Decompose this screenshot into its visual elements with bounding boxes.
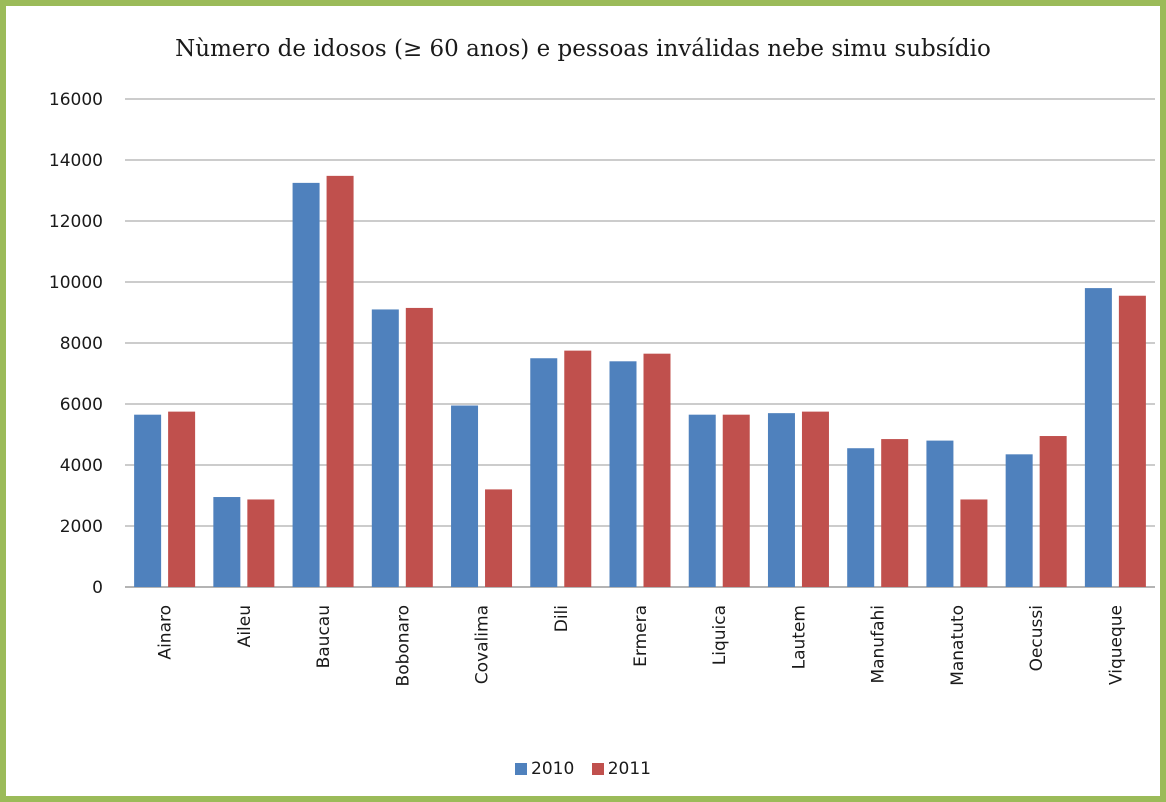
legend-label-2011: 2011	[607, 759, 651, 779]
bar-2010-oecussi	[1005, 454, 1033, 587]
y-tick-label: 8000	[60, 334, 103, 354]
bar-2011-baucau	[326, 175, 354, 588]
bar-2010-ainaro	[134, 414, 162, 587]
bar-2010-manufahi	[847, 448, 875, 587]
legend: 2010 2011	[0, 759, 1166, 779]
x-category-label: Liquica	[710, 605, 730, 665]
bar-2011-oecussi	[1039, 436, 1067, 587]
bar-2011-dili	[564, 350, 592, 587]
legend-label-2010: 2010	[531, 759, 575, 779]
x-category-label: Manatuto	[948, 605, 968, 686]
y-tick-label: 12000	[49, 212, 103, 232]
bar-2010-viqueque	[1084, 288, 1112, 587]
bar-2011-lautem	[801, 411, 829, 587]
bar-2011-ainaro	[168, 411, 196, 587]
bar-2010-baucau	[292, 182, 320, 587]
y-axis-ticks: 0 2000 4000 6000 8000 10000 12000 14000 16000	[49, 90, 103, 598]
x-category-label: Bobonaro	[393, 605, 413, 686]
bar-2011-bobonaro	[405, 307, 433, 587]
bar-2010-dili	[530, 358, 558, 587]
bar-2011-manatuto	[960, 499, 988, 587]
y-tick-label: 4000	[60, 456, 103, 476]
y-tick-label: 0	[92, 578, 103, 598]
x-category-label: Covalima	[473, 605, 493, 684]
x-category-label: Lautem	[789, 605, 809, 669]
bar-2010-lautem	[767, 413, 795, 587]
y-tick-label: 10000	[49, 273, 103, 293]
bar-2010-aileu	[213, 497, 241, 587]
legend-item-2010: 2010	[515, 759, 574, 779]
legend-item-2011: 2011	[591, 759, 651, 779]
bar-2010-ermera	[609, 361, 637, 587]
x-category-label: Dili	[552, 605, 572, 632]
x-category-label: Aileu	[235, 605, 255, 647]
x-category-label: Ermera	[631, 605, 651, 667]
bar-2010-covalima	[451, 405, 479, 587]
y-tick-label: 16000	[49, 90, 103, 110]
bar-2010-manatuto	[926, 440, 954, 587]
gridlines	[125, 98, 1155, 588]
x-category-label: Manufahi	[869, 605, 889, 684]
x-category-label: Oecussi	[1027, 605, 1047, 671]
bar-2011-liquica	[722, 414, 750, 587]
x-category-label: Baucau	[314, 605, 334, 668]
x-category-label: Viqueque	[1106, 605, 1126, 685]
y-tick-label: 2000	[60, 517, 103, 537]
legend-swatch-2010	[515, 763, 528, 775]
bars	[134, 175, 1146, 588]
bar-2010-bobonaro	[371, 309, 399, 587]
bar-2011-viqueque	[1118, 295, 1146, 587]
x-category-label: Ainaro	[156, 605, 176, 660]
bar-2011-aileu	[247, 499, 275, 587]
bar-2011-ermera	[643, 353, 671, 587]
bar-2010-liquica	[688, 414, 716, 587]
legend-swatch-2011	[591, 763, 604, 775]
bar-2011-manufahi	[881, 439, 909, 587]
x-axis-labels: Ainaro Aileu Baucau Bobonaro Covalima Dili Erm…	[156, 605, 1127, 686]
bar-2011-covalima	[485, 489, 513, 587]
chart-title: Nùmero de idosos (≥ 60 anos) e pessoas i…	[175, 36, 991, 62]
y-tick-label: 14000	[49, 151, 103, 171]
y-tick-label: 6000	[60, 395, 103, 415]
